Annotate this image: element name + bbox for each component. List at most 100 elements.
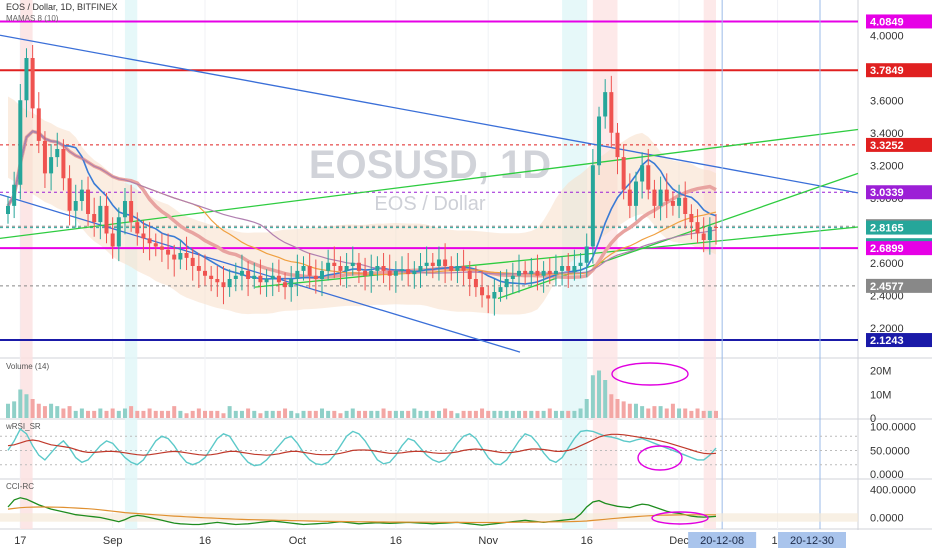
price-level-label: 3.0339 xyxy=(870,187,904,199)
candle xyxy=(646,165,651,190)
volume-tick-label: 20M xyxy=(870,366,891,378)
volume-bar xyxy=(326,410,331,418)
candle xyxy=(523,270,528,275)
volume-bar xyxy=(535,410,540,418)
volume-bar xyxy=(116,410,121,418)
candle xyxy=(30,58,35,109)
candle xyxy=(344,266,349,271)
annotation-ellipse xyxy=(651,511,709,525)
volume-bar xyxy=(603,380,608,418)
volume-bar xyxy=(141,410,146,418)
candle xyxy=(147,238,152,244)
volume-bar xyxy=(714,410,718,418)
volume-bar xyxy=(227,406,232,418)
candle xyxy=(12,184,17,206)
candle xyxy=(178,253,183,260)
volume-bar xyxy=(578,408,583,418)
candle xyxy=(135,222,140,234)
volume-bar xyxy=(295,413,300,418)
volume-bar xyxy=(363,410,368,418)
candle xyxy=(203,270,208,276)
candle xyxy=(184,253,189,258)
candle xyxy=(276,275,281,283)
candle xyxy=(73,201,78,211)
volume-bar xyxy=(498,410,503,418)
candle xyxy=(701,233,706,240)
volume-bar xyxy=(621,401,626,418)
volume-bar xyxy=(646,408,651,418)
price-tick-label: 3.4000 xyxy=(870,128,904,140)
volume-bar xyxy=(73,410,78,418)
candle xyxy=(196,266,201,271)
volume-bar xyxy=(221,413,226,418)
candle xyxy=(209,275,214,279)
candle xyxy=(49,157,54,174)
candle xyxy=(603,92,608,117)
volume-bar xyxy=(172,406,177,418)
candle xyxy=(159,246,164,250)
volume-bar xyxy=(344,410,349,418)
volume-bar xyxy=(443,408,448,418)
candle xyxy=(566,266,571,271)
candle xyxy=(227,279,232,288)
volume-bar xyxy=(455,413,460,418)
volume-bar xyxy=(30,399,35,418)
candle xyxy=(55,149,60,158)
volume-bar xyxy=(283,408,288,418)
candle xyxy=(627,189,632,206)
volume-bars xyxy=(6,370,718,418)
candle xyxy=(190,257,195,266)
price-tick-label: 2.6000 xyxy=(870,258,904,270)
price-level-label: 2.8165 xyxy=(870,223,904,235)
candle xyxy=(36,108,41,141)
candle xyxy=(486,295,491,299)
volume-bar xyxy=(86,410,91,418)
candle xyxy=(473,279,478,288)
volume-bar xyxy=(406,410,411,418)
volume-bar xyxy=(689,410,694,418)
candle xyxy=(264,279,269,283)
volume-tick-label: 10M xyxy=(870,389,891,401)
volume-bar xyxy=(510,410,515,418)
volume-bar xyxy=(252,410,257,418)
trendline-green-1 xyxy=(0,128,859,240)
candle xyxy=(455,266,460,271)
x-tick-label: Nov xyxy=(478,535,498,547)
candle xyxy=(609,92,614,133)
volume-bar xyxy=(584,399,589,418)
volume-bar xyxy=(6,403,10,418)
candle xyxy=(104,205,109,234)
candle xyxy=(578,262,583,266)
price-level-label: 2.6899 xyxy=(870,243,904,255)
volume-bar xyxy=(633,403,638,418)
cci-title: CCI-RC xyxy=(6,482,34,491)
candle xyxy=(92,214,97,223)
wrsi-series-fast xyxy=(7,428,717,467)
indicator-label: MAMAS 8 (10) xyxy=(6,14,59,23)
volume-bar xyxy=(147,408,152,418)
volume-bar xyxy=(467,410,472,418)
volume-bar xyxy=(615,399,620,418)
volume-bar xyxy=(122,408,127,418)
candle xyxy=(86,189,91,214)
candle xyxy=(313,275,318,279)
volume-bar xyxy=(424,410,429,418)
volume-bar xyxy=(135,410,140,418)
candle xyxy=(153,243,158,247)
candle xyxy=(221,282,226,288)
candle xyxy=(295,270,300,279)
candle xyxy=(289,279,294,288)
volume-bar xyxy=(49,403,54,418)
price-tick-label: 4.0000 xyxy=(870,30,904,42)
volume-tick-label: 0 xyxy=(870,413,876,425)
volume-bar xyxy=(677,408,682,418)
wrsi-tick-label: 0.0000 xyxy=(870,469,904,481)
candle xyxy=(369,270,374,276)
volume-bar xyxy=(387,410,392,418)
price-tick-label: 2.4000 xyxy=(870,290,904,302)
volume-bar xyxy=(239,410,244,418)
volume-bar xyxy=(590,375,595,418)
candle xyxy=(381,266,386,271)
price-tick-label: 3.6000 xyxy=(870,95,904,107)
